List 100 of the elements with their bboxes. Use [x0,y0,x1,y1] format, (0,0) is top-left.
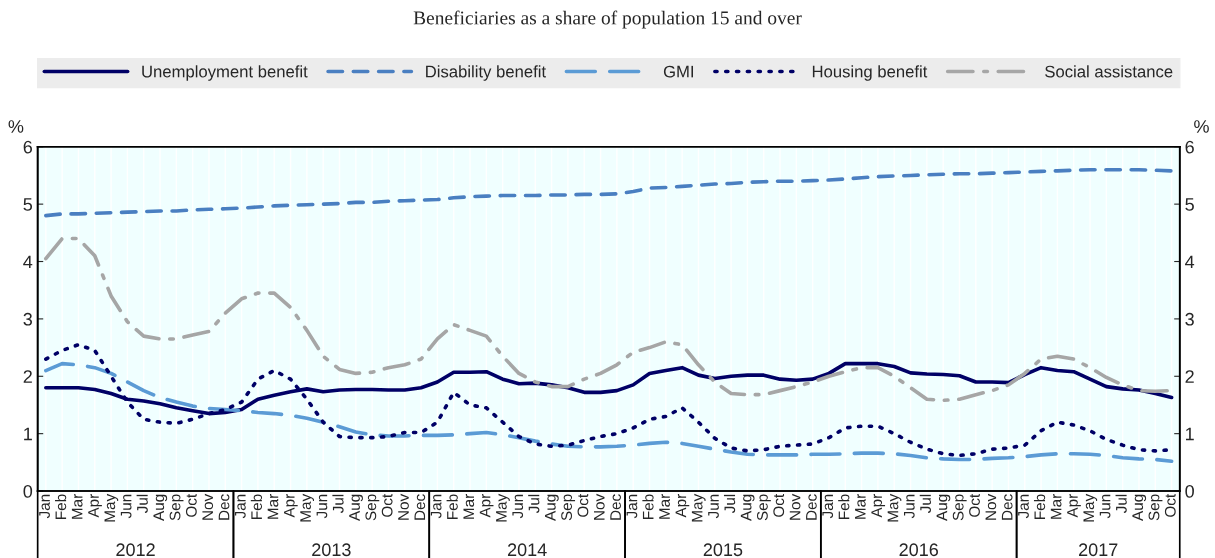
x-tick-label: Jul [332,494,344,514]
y-tick-label: 3 [23,312,33,326]
x-tick-label: Jan [822,494,834,519]
x-tick-label: Feb [250,494,263,519]
y2-tick-label: 6 [1185,140,1194,154]
x-tick-label: Oct [381,493,393,517]
x-tick-label: Apr [675,494,690,518]
x-tick-label: Sep [169,494,184,521]
x-tick-label: Jun [512,494,524,519]
y-axis-title: % [8,120,24,133]
x-tick-label: Aug [740,494,755,521]
legend-label: Disability benefit [426,65,546,81]
x-tick-label: Nov [985,493,997,520]
x-tick-label: Jun [1099,494,1111,519]
x-tick-label: Jan [626,494,638,519]
text: 2017 [1079,543,1118,557]
x-tick-label: Oct [1164,493,1176,517]
text: 2012 [116,543,155,557]
x-tick-label: Apr [1067,494,1081,518]
x-tick-label: Jul [723,494,736,514]
x-tick-label: Nov [594,493,605,520]
y-tick-label: 5 [23,198,33,211]
x-tick-label: Sep [561,494,576,521]
line-series [44,361,1174,464]
x-tick-label: Dec [1001,494,1013,520]
y2-tick-label: 0 [1185,484,1194,498]
x-tick-label: Dec [218,494,230,520]
y-tick-label: 2 [23,370,32,383]
x-tick-label: Feb [446,494,458,519]
x-tick-label: Aug [153,494,168,521]
x-tick-label: Sep [952,494,967,521]
x-tick-label: Apr [479,494,494,518]
x-tick-label: Feb [642,494,654,519]
x-tick-label: Dec [610,494,621,520]
x-tick-label: Mar [267,494,279,519]
x-tick-label: Jan [1018,494,1029,519]
x-tick-label: Mar [71,494,83,519]
x-tick-label: Oct [577,493,589,517]
y-tick-label: 1 [24,427,32,441]
x-tick-label: May [104,493,119,522]
x-tick-label: Oct [773,493,785,517]
x-tick-label: Oct [969,493,980,517]
x-tick-label: Nov [398,493,409,520]
x-tick-label: Jun [904,494,915,519]
x-tick-label: Feb [55,494,67,519]
x-tick-label: Jul [528,494,540,514]
x-tick-label: May [887,493,902,522]
x-tick-label: Feb [1033,494,1046,519]
x-tick-label: Nov [202,493,214,520]
x-tick-label: Aug [545,494,559,521]
x-tick-label: Apr [284,494,298,518]
y2-tick-label: 1 [1186,427,1194,441]
text: 2013 [312,543,351,557]
y-tick-label: 4 [23,255,33,269]
y2-tick-label: 5 [1185,198,1194,211]
x-tick-label: May [300,493,314,522]
x-tick-label: Sep [757,494,771,521]
x-tick-label: Apr [871,494,886,518]
x-tick-label: Mar [463,494,475,519]
text: 2016 [899,543,939,557]
x-tick-label: Apr [88,494,102,518]
line-series [44,167,1174,218]
y2-tick-label: 2 [1185,370,1194,383]
x-tick-label: May [496,493,510,522]
x-tick-label: May [1083,493,1098,522]
x-tick-label: Jul [1115,494,1127,514]
x-tick-label: Jul [919,494,931,514]
legend-label: Housing benefit [812,65,928,81]
text: 2015 [703,543,743,557]
legend-label: Social assistance [1045,65,1173,78]
x-tick-label: Dec [806,494,817,520]
x-tick-label: May [691,493,706,522]
x-tick-label: Jan [430,494,442,519]
x-tick-label: Jan [235,494,246,519]
x-tick-label: Aug [349,494,363,521]
x-tick-label: Jun [708,494,719,519]
x-tick-label: Mar [1050,494,1062,519]
x-tick-label: Nov [789,493,801,520]
x-tick-label: Oct [185,493,197,517]
x-tick-label: Feb [838,494,850,519]
y-tick-label: 6 [23,140,33,154]
y2-axis-title: % [1194,120,1209,133]
chart-title: Beneficiaries as a share of population 15 and over [413,10,802,29]
x-tick-label: Sep [365,494,380,521]
x-tick-label: Mar [855,494,866,519]
x-tick-label: Jun [316,494,328,519]
x-tick-label: Jun [120,494,132,519]
x-tick-label: Aug [936,494,951,521]
legend-label: GMI [663,65,694,78]
x-tick-label: Aug [1132,494,1147,521]
y-tick-label: 0 [23,484,33,498]
text: 2014 [507,543,547,557]
y2-tick-label: 4 [1185,255,1195,269]
x-tick-label: Mar [659,494,670,519]
legend-label: Unemployment benefit [142,65,308,81]
y2-tick-label: 3 [1185,312,1194,326]
x-tick-label: Jul [136,494,148,514]
x-tick-label: Sep [1148,494,1163,521]
x-tick-label: Jan [39,494,50,519]
x-tick-label: Dec [414,494,426,520]
